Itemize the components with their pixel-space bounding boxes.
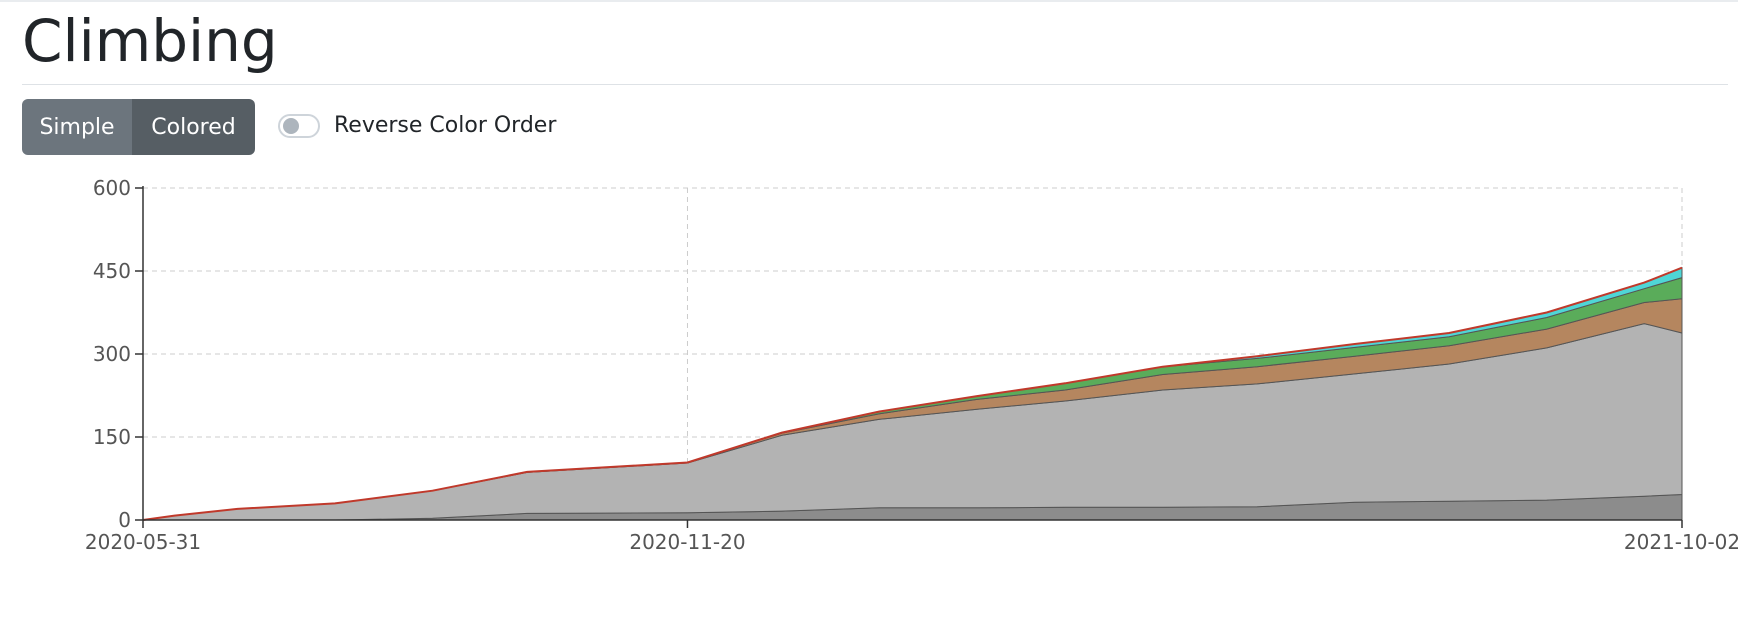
x-tick-label: 2020-05-31 [85,530,201,554]
climbing-chart: 0 150 300 450 600 2020-05-31 2020-11-20 2021-10… [85,176,1738,554]
y-tick-label: 0 [118,508,131,532]
simple-button[interactable]: Simple [22,99,132,155]
total-line [142,266,1683,521]
reverse-color-order-label: Reverse Color Order [334,113,557,138]
reverse-color-order-control: Reverse Color Order [278,113,556,138]
y-tick-label: 300 [93,342,131,366]
x-tick-label: 2020-11-20 [629,530,745,554]
page-title: Climbing [22,7,278,75]
view-mode-button-group: Simple Colored [22,99,255,155]
y-tick-label: 150 [93,425,131,449]
title-divider [22,84,1728,85]
x-tick-label: 2021-10-02 [1624,530,1738,554]
top-rule [0,0,1738,2]
reverse-color-order-switch[interactable] [278,113,320,138]
switch-knob [283,117,299,134]
y-tick-label: 600 [93,176,131,200]
colored-button[interactable]: Colored [132,99,255,155]
y-tick-label: 450 [93,259,131,283]
